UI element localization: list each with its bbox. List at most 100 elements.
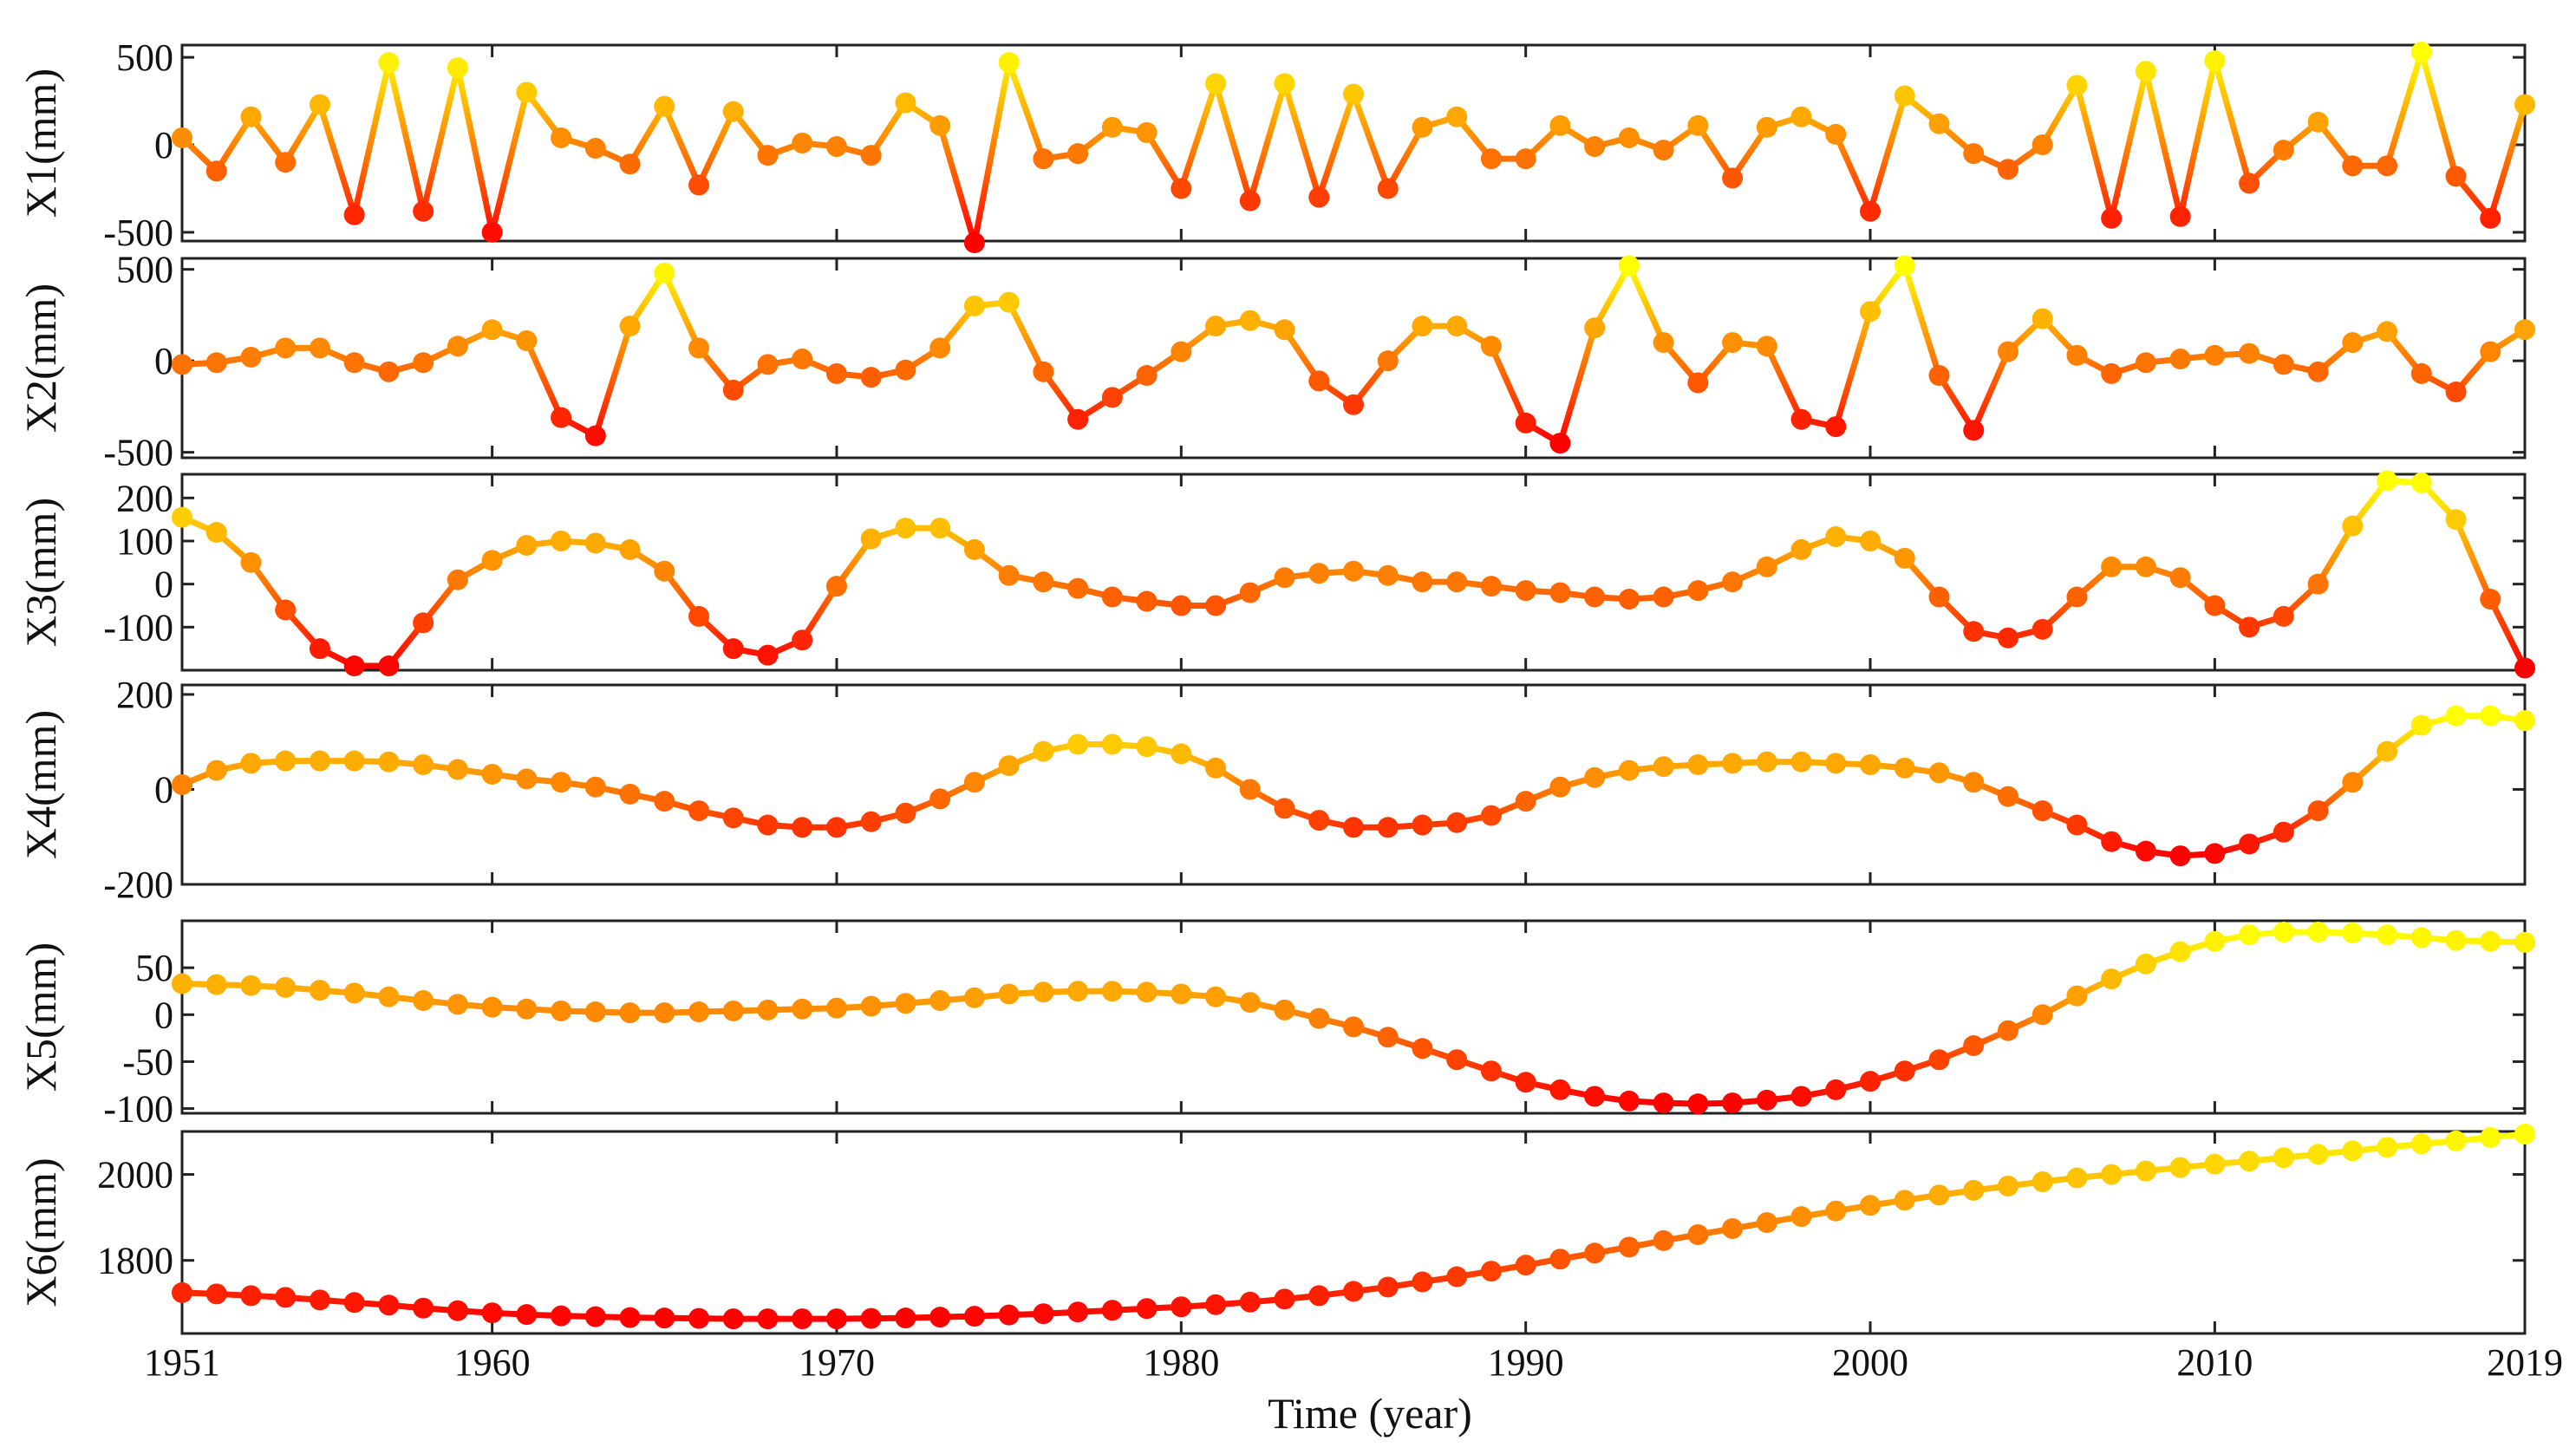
panel-1-y-label: X1(mm) xyxy=(16,68,65,218)
data-point xyxy=(2480,589,2501,610)
data-point xyxy=(1653,140,1674,161)
data-point xyxy=(2445,705,2467,727)
y-tick-label: 0 xyxy=(154,768,173,811)
data-point xyxy=(654,1002,675,1024)
data-point xyxy=(1549,1249,1571,1270)
data-point xyxy=(2066,814,2088,836)
data-point xyxy=(205,974,227,995)
data-point xyxy=(1928,1049,1950,1071)
data-point xyxy=(1101,734,1123,755)
data-point xyxy=(1997,159,2018,180)
data-point xyxy=(2307,1144,2329,1165)
data-point xyxy=(1997,1175,2018,1196)
data-point xyxy=(619,1002,641,1024)
data-point xyxy=(1308,810,1330,831)
data-point xyxy=(447,569,468,590)
data-point xyxy=(1033,148,1054,170)
data-point xyxy=(309,337,330,359)
data-point xyxy=(1963,143,1985,165)
data-point xyxy=(1722,1218,1744,1240)
data-point xyxy=(757,999,779,1020)
data-point xyxy=(2169,1157,2191,1178)
data-point xyxy=(2031,800,2053,822)
data-point xyxy=(757,1308,779,1330)
data-point xyxy=(1687,580,1709,602)
data-point xyxy=(998,1304,1020,1326)
data-point xyxy=(1997,341,2018,362)
series-segment xyxy=(2142,68,2184,220)
data-point xyxy=(481,550,503,571)
panel-4-y-label: X4(mm) xyxy=(16,710,65,859)
data-point xyxy=(1515,1255,1536,1276)
series-segment xyxy=(2384,49,2425,169)
data-point xyxy=(654,1307,675,1329)
data-point xyxy=(1894,255,1915,277)
data-point xyxy=(929,1307,951,1328)
data-point xyxy=(2445,929,2467,951)
data-point xyxy=(172,973,192,994)
data-point xyxy=(551,1305,572,1327)
data-point xyxy=(688,174,710,196)
series-segment xyxy=(627,103,668,167)
data-point xyxy=(1205,595,1227,616)
series-segment xyxy=(868,100,909,159)
data-point xyxy=(516,1304,538,1326)
data-point xyxy=(1928,113,1950,134)
data-point xyxy=(688,1307,710,1329)
data-point xyxy=(929,114,951,136)
data-point xyxy=(1101,387,1123,408)
data-point xyxy=(1136,736,1158,758)
data-point xyxy=(343,1292,365,1314)
data-point xyxy=(2101,362,2123,384)
data-point xyxy=(275,750,297,772)
data-point xyxy=(413,1297,434,1319)
data-point xyxy=(2307,573,2329,595)
data-point xyxy=(1274,999,1295,1020)
y-tick-label: 0 xyxy=(154,340,173,382)
data-point xyxy=(998,755,1020,777)
data-point xyxy=(2066,1167,2088,1189)
data-point xyxy=(1790,1206,1812,1228)
data-point xyxy=(1308,370,1330,392)
data-point xyxy=(1894,1060,1915,1082)
y-tick-label: 50 xyxy=(135,947,173,989)
data-point xyxy=(1687,1093,1709,1115)
data-point xyxy=(1963,1035,1985,1057)
data-point xyxy=(551,772,572,793)
data-point xyxy=(1239,779,1261,800)
series-segment xyxy=(420,64,461,215)
data-point xyxy=(1171,178,1192,199)
panel-6-frame xyxy=(180,1130,2527,1335)
data-point xyxy=(1377,817,1399,838)
data-point xyxy=(1618,1236,1640,1258)
series-segment xyxy=(2487,101,2528,222)
data-point xyxy=(205,1283,227,1305)
data-point xyxy=(2480,705,2501,727)
data-point xyxy=(1860,1071,1881,1092)
series-segment xyxy=(1591,262,1633,331)
data-point xyxy=(205,160,227,182)
data-point xyxy=(1687,114,1709,136)
data-point xyxy=(619,1307,641,1328)
series-segment xyxy=(592,323,634,440)
series-segment xyxy=(1385,124,1425,192)
data-point xyxy=(172,1281,192,1303)
x-tick-label: 1951 xyxy=(144,1341,220,1384)
data-point xyxy=(2514,319,2535,341)
series-segment xyxy=(1177,80,1219,192)
data-point xyxy=(2307,800,2329,822)
data-point xyxy=(1653,332,1674,354)
data-point xyxy=(1412,1038,1433,1060)
data-point xyxy=(2169,349,2191,370)
data-point xyxy=(722,101,744,122)
data-point xyxy=(1722,332,1744,354)
y-tick-label: 0 xyxy=(154,564,173,606)
data-point xyxy=(481,319,503,341)
data-point xyxy=(2273,354,2294,375)
data-point xyxy=(654,791,675,812)
data-point xyxy=(1722,571,1744,593)
data-point xyxy=(584,138,606,160)
data-point xyxy=(1997,1020,2018,1041)
y-tick-label: -50 xyxy=(122,1040,173,1083)
data-point xyxy=(1446,812,1468,833)
